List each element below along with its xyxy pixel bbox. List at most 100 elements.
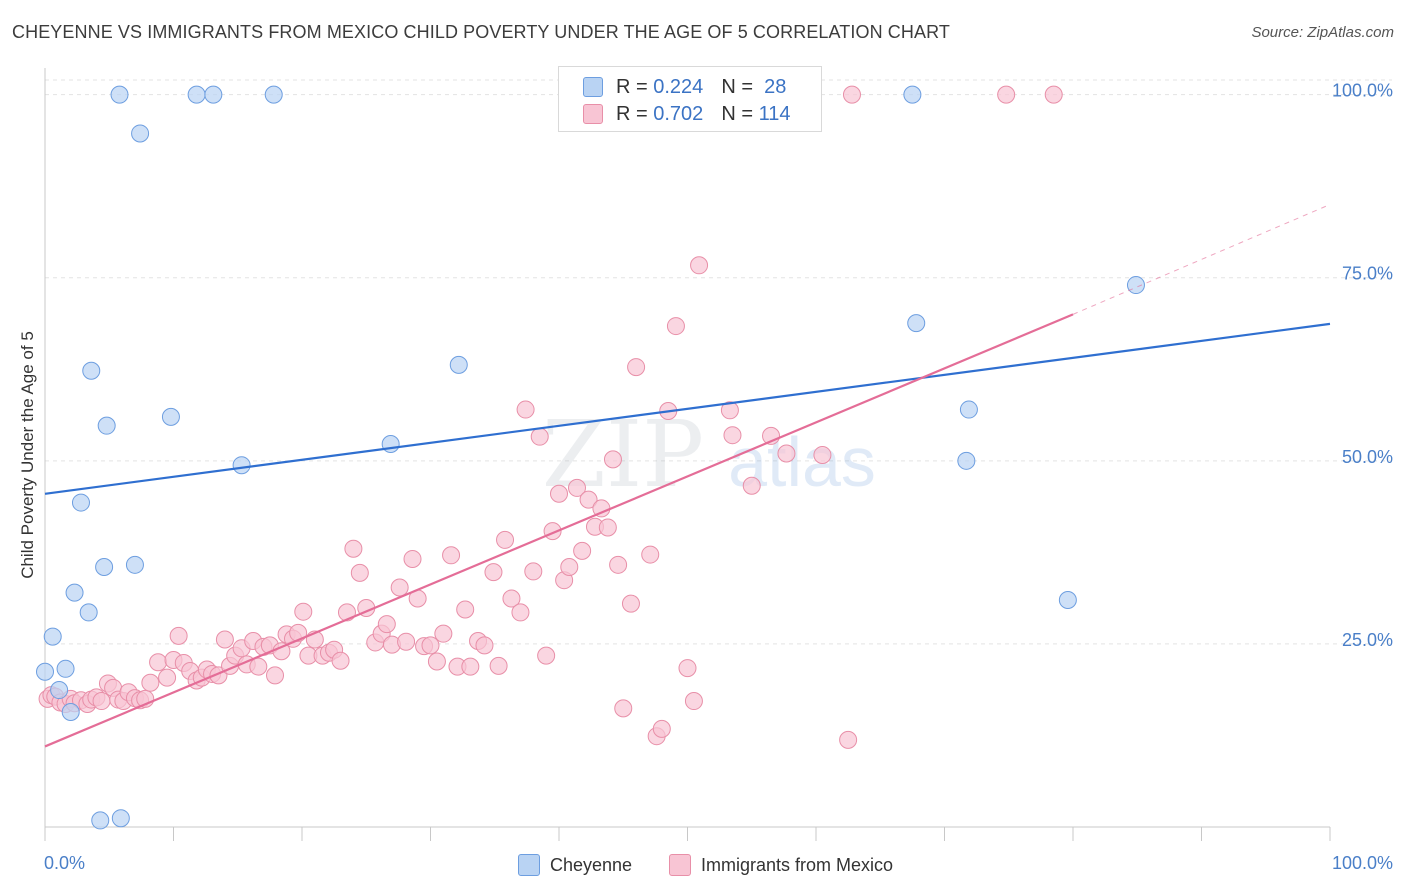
- cheyenne-point: [43, 627, 62, 646]
- mexico-point: [158, 668, 177, 687]
- watermark: ZIP atlas: [542, 401, 876, 508]
- cheyenne-point: [95, 558, 114, 577]
- trend-lines: [44, 204, 1331, 748]
- mexico-point: [666, 317, 685, 336]
- cheyenne-swatch: [583, 77, 603, 97]
- mexico-points: [38, 85, 1063, 749]
- cheyenne-point: [957, 451, 976, 470]
- mexico-point: [560, 558, 579, 577]
- cheyenne-point: [110, 85, 129, 104]
- n-label: N =: [721, 102, 753, 125]
- mexico-point: [215, 630, 234, 649]
- chart-title: CHEYENNE VS IMMIGRANTS FROM MEXICO CHILD…: [12, 22, 950, 42]
- mexico-point: [842, 85, 861, 104]
- mexico-point: [550, 484, 568, 503]
- cheyenne-point: [111, 809, 130, 828]
- mexico-trend-line-extension: [1072, 204, 1331, 315]
- r-value: 0.702: [653, 102, 704, 125]
- mexico-point: [567, 478, 586, 497]
- mexico-point: [294, 602, 313, 621]
- cheyenne-point: [264, 85, 283, 104]
- cheyenne-point: [36, 662, 54, 681]
- y-tick-label: 25.0%: [1342, 630, 1393, 650]
- n-value: 28: [764, 75, 787, 98]
- cheyenne-point: [903, 85, 922, 104]
- cheyenne-point: [97, 416, 116, 435]
- mexico-legend-swatch: [669, 854, 691, 876]
- mexico-point: [377, 615, 396, 634]
- mexico-point: [390, 578, 409, 597]
- mexico-trend-line: [44, 313, 1074, 748]
- mexico-point: [141, 673, 160, 692]
- mexico-point: [614, 699, 633, 718]
- mexico-point: [621, 594, 640, 613]
- mexico-point: [777, 444, 796, 463]
- mexico-point: [331, 651, 350, 670]
- mexico-point: [461, 657, 480, 676]
- mexico-point: [627, 358, 646, 377]
- mexico-point: [573, 541, 592, 560]
- legend-item-cheyenne: Cheyenne: [518, 852, 632, 878]
- x-tick-label: 100.0%: [1332, 853, 1393, 873]
- mexico-point: [609, 555, 628, 574]
- mexico-point: [484, 563, 503, 582]
- mexico-point: [427, 652, 446, 671]
- legend-row-cheyenne: R = 0.224 N = 28: [583, 74, 786, 100]
- mexico-point: [489, 656, 508, 675]
- mexico-point: [813, 445, 832, 464]
- mexico-point: [720, 401, 739, 420]
- mexico-point: [997, 85, 1016, 104]
- mexico-point: [403, 549, 422, 568]
- mexico-point: [839, 730, 858, 749]
- mexico-point: [169, 626, 188, 645]
- cheyenne-point: [131, 124, 150, 143]
- mexico-point: [434, 624, 453, 643]
- mexico-point: [579, 490, 598, 509]
- cheyenne-point: [71, 493, 90, 512]
- y-tick-label: 100.0%: [1332, 81, 1393, 101]
- cheyenne-point: [50, 681, 69, 700]
- cheyenne-legend-label: Cheyenne: [550, 854, 633, 875]
- cheyenne-point: [79, 603, 98, 622]
- r-label: R =: [616, 102, 648, 125]
- cheyenne-legend-swatch: [518, 854, 540, 876]
- cheyenne-point: [65, 583, 84, 602]
- mexico-point: [511, 603, 530, 622]
- y-tick-label: 75.0%: [1342, 264, 1393, 284]
- cheyenne-point: [187, 85, 206, 104]
- mexico-point: [516, 400, 535, 419]
- mexico-point: [723, 426, 742, 445]
- mexico-point: [603, 450, 622, 469]
- mexico-point: [678, 659, 697, 678]
- cheyenne-point: [125, 555, 144, 574]
- cheyenne-point: [232, 456, 251, 475]
- gridlines: [45, 79, 1392, 645]
- cheyenne-points: [36, 85, 1145, 830]
- cheyenne-point: [82, 361, 101, 380]
- tick-labels: 25.0% 50.0% 75.0% 100.0% 0.0% 100.0%: [44, 81, 1393, 873]
- cheyenne-point: [56, 659, 75, 678]
- mexico-point: [641, 545, 660, 564]
- legend-row-mexico: R = 0.702 N = 114: [583, 101, 790, 127]
- mexico-point: [742, 476, 761, 495]
- r-label: R =: [616, 75, 648, 98]
- cheyenne-point: [161, 407, 180, 426]
- r-value: 0.224: [653, 75, 704, 98]
- cheyenne-point: [959, 400, 978, 419]
- mexico-legend-label: Immigrants from Mexico: [701, 854, 894, 875]
- mexico-point: [690, 256, 709, 275]
- legend-item-mexico: Immigrants from Mexico: [669, 852, 893, 878]
- mexico-point: [249, 657, 268, 676]
- mexico-point: [496, 530, 515, 549]
- mexico-point: [524, 562, 543, 581]
- mexico-point: [421, 636, 440, 655]
- source-label: Source: ZipAtlas.com: [1251, 24, 1394, 41]
- mexico-point: [92, 692, 111, 711]
- mexico-point: [350, 563, 369, 582]
- mexico-point: [344, 539, 363, 558]
- mexico-point: [530, 427, 549, 446]
- mexico-point: [598, 518, 617, 537]
- mexico-point: [397, 632, 416, 651]
- mexico-point: [442, 546, 461, 565]
